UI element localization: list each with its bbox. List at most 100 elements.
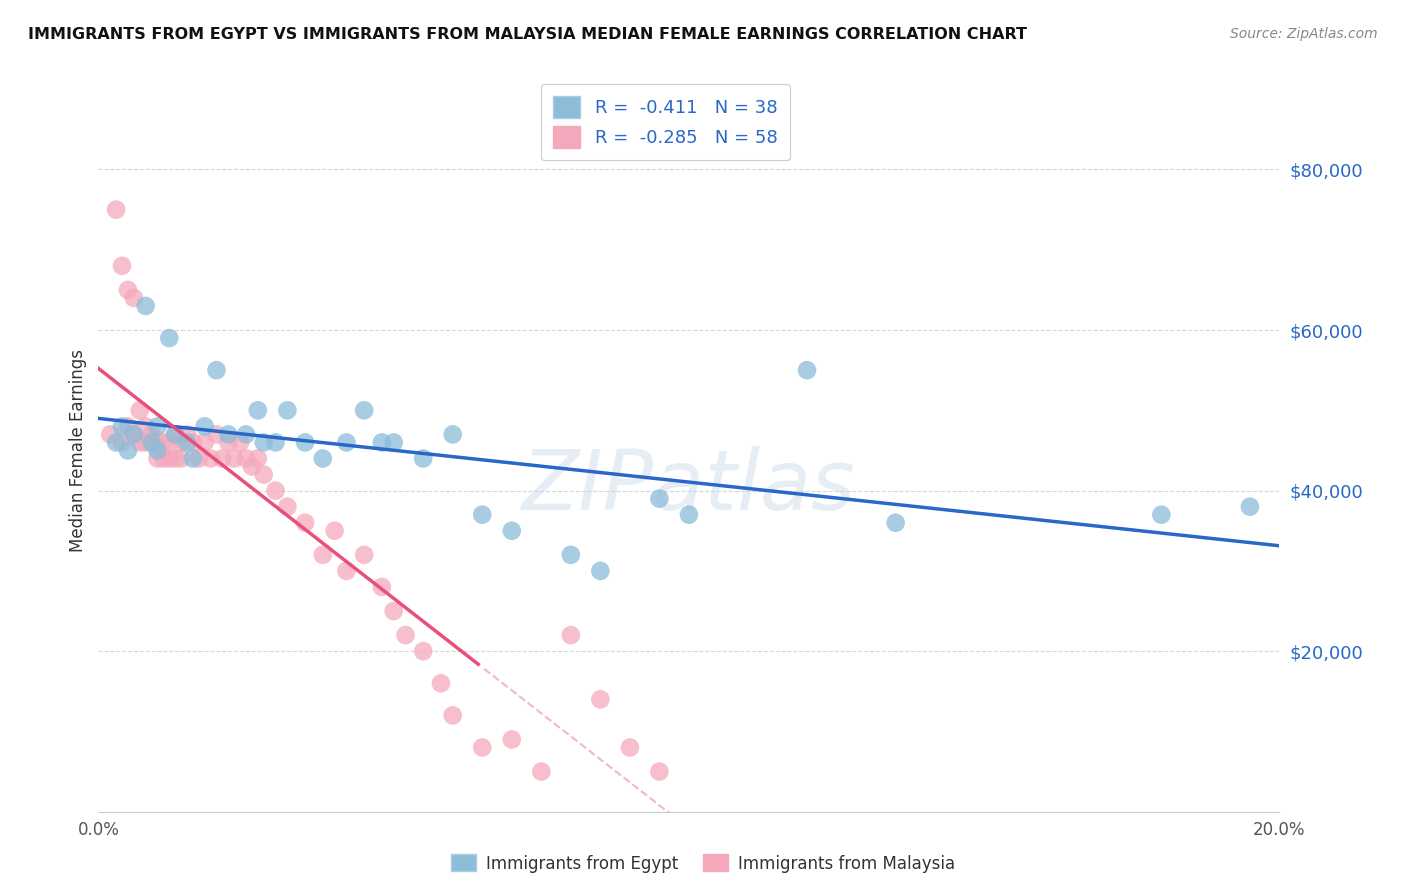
- Point: [217, 435, 239, 450]
- Point: [276, 500, 298, 514]
- Point: [105, 202, 128, 217]
- Point: [128, 403, 150, 417]
- Point: [1150, 508, 1173, 522]
- Legend: Immigrants from Egypt, Immigrants from Malaysia: Immigrants from Egypt, Immigrants from M…: [444, 847, 962, 880]
- Point: [141, 427, 163, 442]
- Point: [157, 331, 180, 345]
- Y-axis label: Median Female Earnings: Median Female Earnings: [69, 349, 87, 552]
- Point: [312, 548, 335, 562]
- Point: [205, 363, 228, 377]
- Point: [128, 435, 150, 450]
- Point: [412, 644, 434, 658]
- Point: [224, 451, 246, 466]
- Point: [235, 427, 257, 442]
- Point: [111, 435, 134, 450]
- Point: [141, 435, 163, 450]
- Point: [122, 291, 145, 305]
- Point: [589, 564, 612, 578]
- Point: [246, 451, 269, 466]
- Point: [181, 435, 204, 450]
- Point: [205, 427, 228, 442]
- Point: [235, 451, 257, 466]
- Point: [353, 548, 375, 562]
- Point: [111, 419, 134, 434]
- Point: [276, 403, 298, 417]
- Point: [619, 740, 641, 755]
- Point: [371, 580, 394, 594]
- Point: [294, 435, 316, 450]
- Point: [194, 435, 217, 450]
- Point: [170, 451, 193, 466]
- Point: [165, 427, 187, 442]
- Point: [501, 524, 523, 538]
- Point: [117, 419, 139, 434]
- Point: [194, 419, 217, 434]
- Point: [146, 419, 169, 434]
- Point: [471, 508, 494, 522]
- Point: [176, 427, 198, 442]
- Legend: R =  -0.411   N = 38, R =  -0.285   N = 58: R = -0.411 N = 38, R = -0.285 N = 58: [540, 84, 790, 161]
- Point: [146, 451, 169, 466]
- Point: [323, 524, 346, 538]
- Text: IMMIGRANTS FROM EGYPT VS IMMIGRANTS FROM MALAYSIA MEDIAN FEMALE EARNINGS CORRELA: IMMIGRANTS FROM EGYPT VS IMMIGRANTS FROM…: [28, 27, 1028, 42]
- Point: [253, 435, 276, 450]
- Point: [152, 435, 174, 450]
- Point: [430, 676, 453, 690]
- Point: [98, 427, 121, 442]
- Point: [165, 427, 187, 442]
- Point: [165, 451, 187, 466]
- Point: [105, 435, 128, 450]
- Point: [335, 564, 357, 578]
- Point: [229, 435, 252, 450]
- Point: [152, 451, 174, 466]
- Point: [371, 435, 394, 450]
- Point: [560, 628, 582, 642]
- Point: [187, 451, 209, 466]
- Point: [796, 363, 818, 377]
- Point: [560, 548, 582, 562]
- Point: [264, 435, 287, 450]
- Point: [117, 443, 139, 458]
- Point: [181, 451, 204, 466]
- Point: [441, 427, 464, 442]
- Point: [170, 435, 193, 450]
- Point: [122, 427, 145, 442]
- Point: [111, 259, 134, 273]
- Point: [382, 435, 405, 450]
- Point: [157, 435, 180, 450]
- Point: [412, 451, 434, 466]
- Point: [135, 435, 157, 450]
- Point: [353, 403, 375, 417]
- Point: [200, 451, 222, 466]
- Point: [146, 435, 169, 450]
- Point: [135, 299, 157, 313]
- Point: [394, 628, 416, 642]
- Point: [217, 427, 239, 442]
- Text: Source: ZipAtlas.com: Source: ZipAtlas.com: [1230, 27, 1378, 41]
- Point: [264, 483, 287, 498]
- Point: [312, 451, 335, 466]
- Point: [471, 740, 494, 755]
- Point: [648, 764, 671, 779]
- Point: [501, 732, 523, 747]
- Point: [294, 516, 316, 530]
- Point: [117, 283, 139, 297]
- Point: [678, 508, 700, 522]
- Point: [146, 443, 169, 458]
- Point: [122, 427, 145, 442]
- Point: [240, 459, 263, 474]
- Point: [1239, 500, 1261, 514]
- Point: [141, 435, 163, 450]
- Point: [253, 467, 276, 482]
- Point: [135, 419, 157, 434]
- Point: [157, 451, 180, 466]
- Point: [211, 451, 233, 466]
- Point: [382, 604, 405, 618]
- Point: [335, 435, 357, 450]
- Point: [246, 403, 269, 417]
- Point: [176, 435, 198, 450]
- Point: [589, 692, 612, 706]
- Point: [648, 491, 671, 506]
- Point: [530, 764, 553, 779]
- Point: [441, 708, 464, 723]
